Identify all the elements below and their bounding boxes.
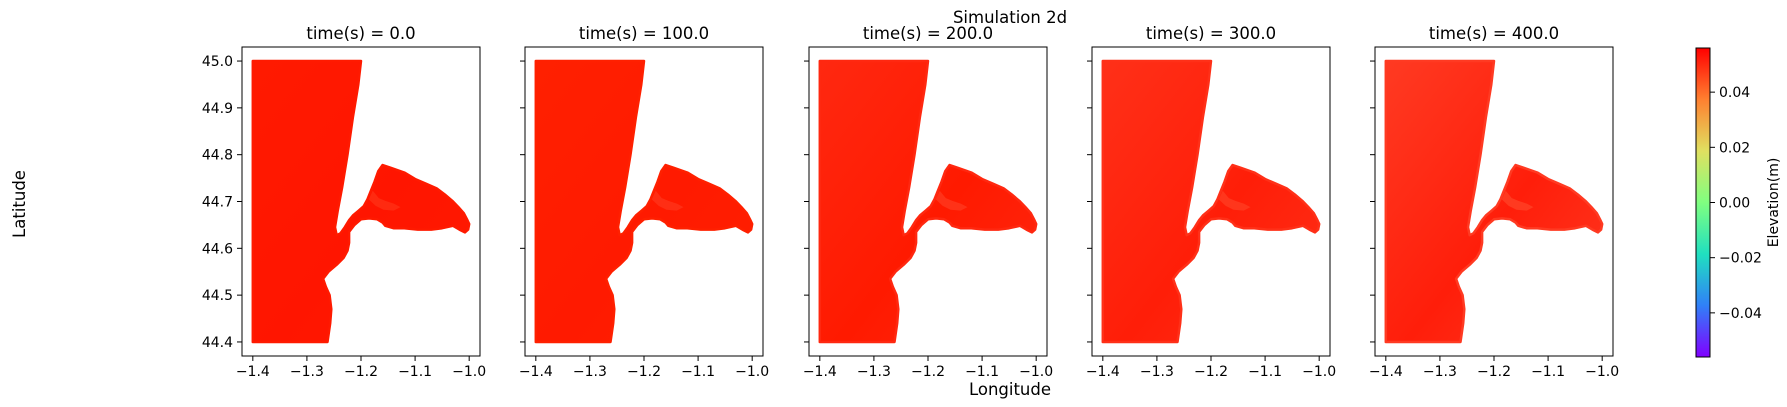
domain-field — [1101, 59, 1321, 344]
x-tick-label: −1.0 — [1585, 364, 1619, 380]
domain-field — [818, 59, 1038, 344]
x-tick-label: −1.3 — [573, 364, 607, 380]
panels-container: time(s) = 0.0 −1.4 −1.3 −1.2 −1.1 −1.0 44.4 44.… — [202, 24, 1619, 380]
y-tick-label: 44.8 — [202, 148, 233, 164]
y-tick-label: 44.4 — [202, 335, 233, 351]
x-tick-label: −1.3 — [857, 364, 891, 380]
x-tick-label: −1.4 — [1086, 364, 1120, 380]
y-tick-label: 45.0 — [202, 54, 233, 70]
y-tick-label: 44.6 — [202, 241, 233, 257]
panel-4: time(s) = 400.0 −1.4 −1.3 −1.2 −1.1 −1.0 — [1369, 24, 1619, 380]
x-tick-label: −1.4 — [519, 364, 553, 380]
colorbar-tick-label: 0.02 — [1719, 140, 1750, 156]
x-tick-label: −1.1 — [1248, 364, 1282, 380]
x-tick-label: −1.0 — [1302, 364, 1336, 380]
panel-1: time(s) = 100.0 −1.4 −1.3 −1.2 −1.1 −1.0 — [519, 24, 769, 380]
panel-title: time(s) = 200.0 — [863, 24, 993, 43]
estuary-strip — [368, 190, 401, 211]
panel-2: time(s) = 200.0 −1.4 −1.3 −1.2 −1.1 −1.0 — [803, 24, 1053, 380]
x-tick-label: −1.3 — [1140, 364, 1174, 380]
domain-field — [251, 59, 471, 344]
panel-title: time(s) = 0.0 — [306, 24, 415, 43]
x-tick-label: −1.2 — [627, 364, 661, 380]
colorbar: −0.04 −0.02 0.00 0.02 0.04 Elevation(m) — [1695, 47, 1782, 358]
figure-ylabel: Latitude — [10, 170, 29, 238]
domain-field — [1384, 59, 1604, 344]
x-tick-label: −1.1 — [398, 364, 432, 380]
x-tick-label: −1.4 — [236, 364, 270, 380]
x-tick-label: −1.2 — [344, 364, 378, 380]
colorbar-tick-label: 0.04 — [1719, 85, 1750, 101]
panel-0: time(s) = 0.0 −1.4 −1.3 −1.2 −1.1 −1.0 44.4 44.… — [202, 24, 486, 380]
x-tick-label: −1.0 — [452, 364, 486, 380]
colorbar-tick-label: −0.02 — [1719, 251, 1762, 267]
x-tick-label: −1.4 — [803, 364, 837, 380]
x-tick-label: −1.2 — [1477, 364, 1511, 380]
colorbar-label: Elevation(m) — [1766, 158, 1782, 248]
x-tick-label: −1.1 — [965, 364, 999, 380]
figure-xlabel: Longitude — [969, 380, 1051, 399]
colorbar-tick-label: −0.04 — [1719, 306, 1762, 322]
estuary-strip — [651, 190, 684, 211]
estuary-strip — [1501, 190, 1534, 211]
y-tick-label: 44.7 — [202, 195, 233, 211]
panel-title: time(s) = 400.0 — [1429, 24, 1559, 43]
x-tick-label: −1.0 — [735, 364, 769, 380]
estuary-strip — [935, 190, 968, 211]
x-tick-label: −1.1 — [1531, 364, 1565, 380]
estuary-strip — [1218, 190, 1251, 211]
x-tick-label: −1.1 — [681, 364, 715, 380]
panel-title: time(s) = 300.0 — [1146, 24, 1276, 43]
x-tick-label: −1.3 — [290, 364, 324, 380]
x-tick-label: −1.2 — [911, 364, 945, 380]
colorbar-ticks: −0.04 −0.02 0.00 0.02 0.04 — [1710, 85, 1762, 322]
colorbar-bar — [1695, 47, 1711, 358]
domain-field — [534, 59, 754, 344]
x-tick-label: −1.0 — [1019, 364, 1053, 380]
panel-3: time(s) = 300.0 −1.4 −1.3 −1.2 −1.1 −1.0 — [1086, 24, 1336, 380]
y-tick-label: 44.5 — [202, 288, 233, 304]
panel-title: time(s) = 100.0 — [579, 24, 709, 43]
y-tick-label: 44.9 — [202, 101, 233, 117]
x-tick-label: −1.4 — [1369, 364, 1403, 380]
colorbar-tick-label: 0.00 — [1719, 196, 1750, 212]
figure-suptitle: Simulation 2d — [953, 8, 1067, 27]
x-tick-label: −1.2 — [1194, 364, 1228, 380]
x-tick-label: −1.3 — [1423, 364, 1457, 380]
